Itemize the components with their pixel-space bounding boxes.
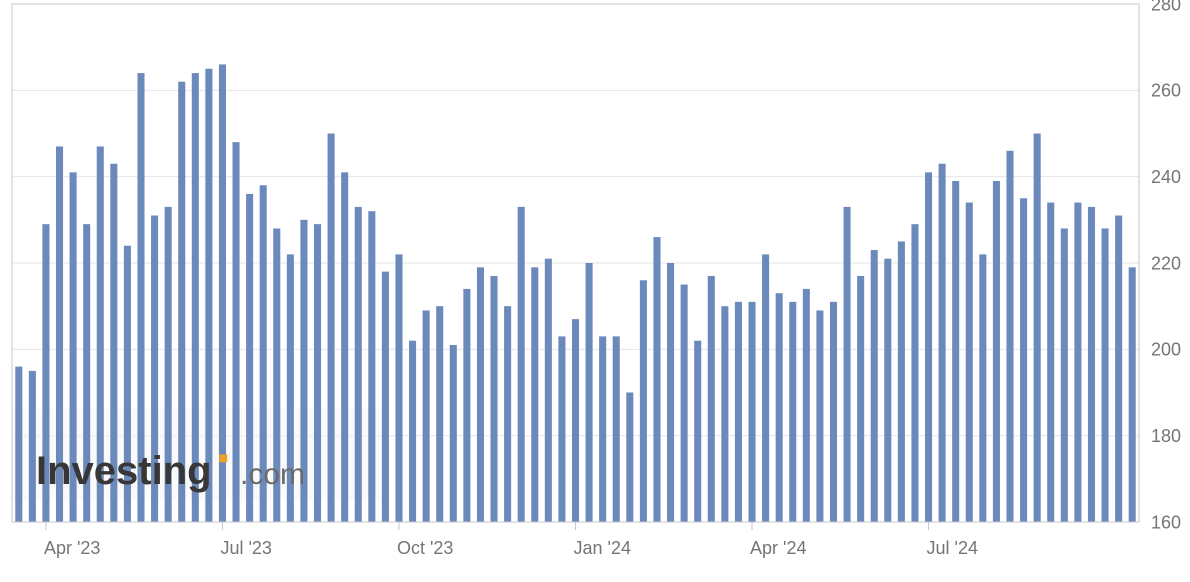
bar bbox=[789, 302, 796, 522]
x-axis-label: Jul '24 bbox=[927, 538, 978, 558]
bar bbox=[844, 207, 851, 522]
bar bbox=[857, 276, 864, 522]
bar bbox=[1129, 267, 1136, 522]
bar bbox=[368, 211, 375, 522]
bar bbox=[667, 263, 674, 522]
bar bbox=[979, 254, 986, 522]
bar bbox=[423, 310, 430, 522]
bar bbox=[395, 254, 402, 522]
bar bbox=[599, 336, 606, 522]
bar bbox=[409, 341, 416, 522]
bar bbox=[558, 336, 565, 522]
x-axis-label: Jan '24 bbox=[574, 538, 631, 558]
bar bbox=[871, 250, 878, 522]
bar bbox=[653, 237, 660, 522]
x-axis-label: Oct '23 bbox=[397, 538, 453, 558]
y-axis-label: 220 bbox=[1151, 253, 1181, 273]
bar bbox=[341, 172, 348, 522]
bar bbox=[626, 393, 633, 523]
bar bbox=[477, 267, 484, 522]
bar bbox=[1088, 207, 1095, 522]
bar bbox=[925, 172, 932, 522]
y-axis-label: 180 bbox=[1151, 426, 1181, 446]
bar bbox=[1061, 228, 1068, 522]
bar bbox=[1006, 151, 1013, 522]
bar bbox=[911, 224, 918, 522]
bar bbox=[219, 64, 226, 522]
bar bbox=[29, 371, 36, 522]
bar bbox=[640, 280, 647, 522]
bar bbox=[694, 341, 701, 522]
bar bbox=[898, 241, 905, 522]
bar bbox=[572, 319, 579, 522]
bar bbox=[748, 302, 755, 522]
bar-chart: Apr '23 Jul '23 Oct '23 Jan '24 Apr '24 Jul '… bbox=[0, 0, 1190, 582]
bar bbox=[1034, 134, 1041, 523]
bar bbox=[463, 289, 470, 522]
bar bbox=[504, 306, 511, 522]
bar bbox=[1074, 203, 1081, 522]
bar bbox=[762, 254, 769, 522]
y-axis-label: 200 bbox=[1151, 340, 1181, 360]
bar bbox=[314, 224, 321, 522]
watermark-text-secondary: .com bbox=[240, 458, 305, 491]
bar bbox=[328, 134, 335, 523]
y-axis-label: 240 bbox=[1151, 167, 1181, 187]
bar bbox=[450, 345, 457, 522]
bar bbox=[355, 207, 362, 522]
bar bbox=[436, 306, 443, 522]
bar bbox=[233, 142, 240, 522]
bar bbox=[708, 276, 715, 522]
bar bbox=[1102, 228, 1109, 522]
bar bbox=[721, 306, 728, 522]
bar bbox=[966, 203, 973, 522]
y-axis-label: 280 bbox=[1151, 0, 1181, 14]
bar bbox=[776, 293, 783, 522]
bar bbox=[681, 285, 688, 522]
chart-svg: Apr '23 Jul '23 Oct '23 Jan '24 Apr '24 Jul '… bbox=[0, 0, 1190, 582]
bar bbox=[613, 336, 620, 522]
bar bbox=[830, 302, 837, 522]
y-axis-label: 160 bbox=[1151, 512, 1181, 532]
bar bbox=[382, 272, 389, 522]
watermark-dot-icon bbox=[219, 454, 227, 462]
bar bbox=[1020, 198, 1027, 522]
bar bbox=[939, 164, 946, 522]
watermark-text-primary: Investing bbox=[36, 449, 212, 493]
y-axis-label: 260 bbox=[1151, 81, 1181, 101]
bar bbox=[735, 302, 742, 522]
x-axis-label: Apr '23 bbox=[44, 538, 100, 558]
bar bbox=[531, 267, 538, 522]
bar bbox=[15, 367, 22, 522]
x-axis-label: Jul '23 bbox=[220, 538, 271, 558]
bar bbox=[803, 289, 810, 522]
bar bbox=[884, 259, 891, 522]
bar bbox=[816, 310, 823, 522]
bar bbox=[952, 181, 959, 522]
bar bbox=[1047, 203, 1054, 522]
bar bbox=[490, 276, 497, 522]
bar bbox=[518, 207, 525, 522]
bar bbox=[545, 259, 552, 522]
bar bbox=[586, 263, 593, 522]
bar bbox=[993, 181, 1000, 522]
bar bbox=[1115, 216, 1122, 522]
x-axis-label: Apr '24 bbox=[750, 538, 806, 558]
